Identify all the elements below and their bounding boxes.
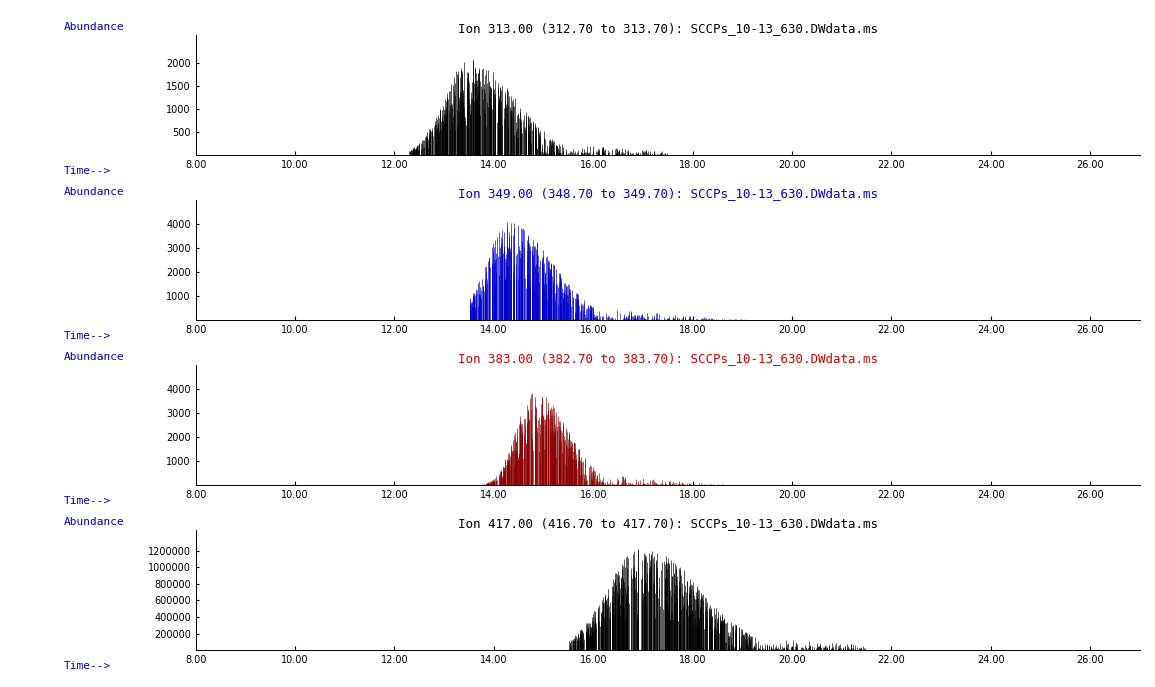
- Text: Abundance: Abundance: [64, 22, 125, 32]
- Text: Abundance: Abundance: [64, 187, 125, 197]
- Text: Time-->: Time-->: [64, 662, 111, 671]
- Title: Ion 383.00 (382.70 to 383.70): SCCPs_10-13_630.DWdata.ms: Ion 383.00 (382.70 to 383.70): SCCPs_10-…: [457, 352, 878, 365]
- Text: Time-->: Time-->: [64, 496, 111, 506]
- Text: Time-->: Time-->: [64, 331, 111, 341]
- Text: Time-->: Time-->: [64, 166, 111, 177]
- Text: Abundance: Abundance: [64, 517, 125, 527]
- Title: Ion 313.00 (312.70 to 313.70): SCCPs_10-13_630.DWdata.ms: Ion 313.00 (312.70 to 313.70): SCCPs_10-…: [457, 22, 878, 35]
- Title: Ion 417.00 (416.70 to 417.70): SCCPs_10-13_630.DWdata.ms: Ion 417.00 (416.70 to 417.70): SCCPs_10-…: [457, 517, 878, 530]
- Text: Abundance: Abundance: [64, 352, 125, 362]
- Title: Ion 349.00 (348.70 to 349.70): SCCPs_10-13_630.DWdata.ms: Ion 349.00 (348.70 to 349.70): SCCPs_10-…: [457, 187, 878, 200]
